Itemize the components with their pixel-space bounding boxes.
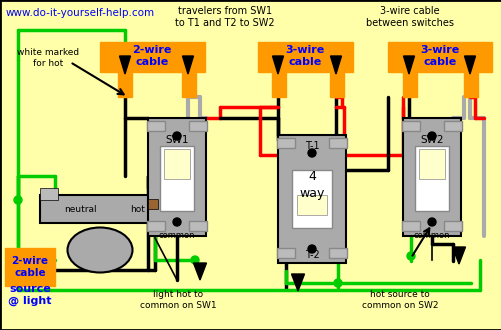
Circle shape (427, 132, 435, 140)
Bar (443, 221, 461, 231)
Bar (164, 149, 189, 179)
Bar (401, 221, 419, 231)
Circle shape (406, 252, 414, 260)
Bar (328, 138, 346, 148)
Text: hot: hot (130, 205, 145, 214)
Bar (188, 121, 206, 131)
Bar (272, 72, 286, 97)
Text: www.do-it-yourself-help.com: www.do-it-yourself-help.com (6, 8, 155, 18)
Polygon shape (272, 56, 283, 74)
Bar (258, 42, 352, 72)
Text: light hot to
common on SW1: light hot to common on SW1 (139, 290, 216, 310)
Polygon shape (451, 247, 464, 264)
Bar (401, 121, 419, 131)
Text: neutral: neutral (64, 205, 96, 214)
Polygon shape (119, 56, 130, 74)
Circle shape (173, 132, 181, 140)
Bar (418, 149, 444, 179)
Circle shape (427, 218, 435, 226)
Text: 4
way: 4 way (299, 171, 324, 200)
Bar (292, 170, 331, 228)
Polygon shape (193, 263, 206, 280)
Text: 2-wire
cable: 2-wire cable (12, 256, 49, 278)
Bar (40, 195, 160, 223)
Polygon shape (403, 56, 414, 74)
Polygon shape (291, 274, 304, 291)
Text: SW2: SW2 (419, 135, 443, 145)
Bar (160, 146, 193, 211)
Bar (100, 42, 204, 72)
Circle shape (308, 149, 315, 157)
Text: 3-wire cable
between switches: 3-wire cable between switches (365, 6, 453, 28)
Text: 3-wire
cable: 3-wire cable (419, 45, 459, 67)
Bar (443, 121, 461, 131)
Circle shape (190, 256, 198, 264)
Bar (297, 195, 326, 215)
Polygon shape (330, 56, 341, 74)
Bar (414, 146, 448, 211)
Bar (277, 138, 295, 148)
Text: 3-wire
cable: 3-wire cable (285, 45, 324, 67)
Text: travelers from SW1
to T1 and T2 to SW2: travelers from SW1 to T1 and T2 to SW2 (175, 6, 274, 28)
Circle shape (333, 279, 341, 287)
Bar (328, 248, 346, 258)
Bar (402, 118, 460, 236)
Text: common: common (158, 231, 195, 240)
Text: 2-wire
cable: 2-wire cable (132, 45, 171, 67)
Text: common: common (413, 231, 449, 240)
Bar (329, 72, 343, 97)
Circle shape (308, 245, 315, 253)
Ellipse shape (67, 227, 132, 273)
Text: SW1: SW1 (165, 135, 188, 145)
Bar (278, 135, 345, 263)
Bar (387, 42, 491, 72)
Bar (40, 188, 58, 200)
Text: T-1: T-1 (304, 141, 319, 151)
Bar (147, 221, 165, 231)
Bar (118, 72, 132, 97)
Bar (463, 72, 477, 97)
Text: hot source to
common on SW2: hot source to common on SW2 (361, 290, 437, 310)
Text: source
@ light: source @ light (8, 284, 52, 306)
Circle shape (14, 196, 22, 204)
Bar (182, 72, 195, 97)
Bar (402, 72, 416, 97)
Bar (147, 121, 165, 131)
Bar (5, 248, 55, 286)
Bar (277, 248, 295, 258)
Polygon shape (463, 56, 474, 74)
Circle shape (173, 218, 181, 226)
Text: T-2: T-2 (304, 250, 319, 260)
Bar (188, 221, 206, 231)
Bar (148, 118, 205, 236)
Bar (148, 199, 158, 209)
Text: white marked
for hot: white marked for hot (17, 48, 79, 68)
Polygon shape (182, 56, 193, 74)
